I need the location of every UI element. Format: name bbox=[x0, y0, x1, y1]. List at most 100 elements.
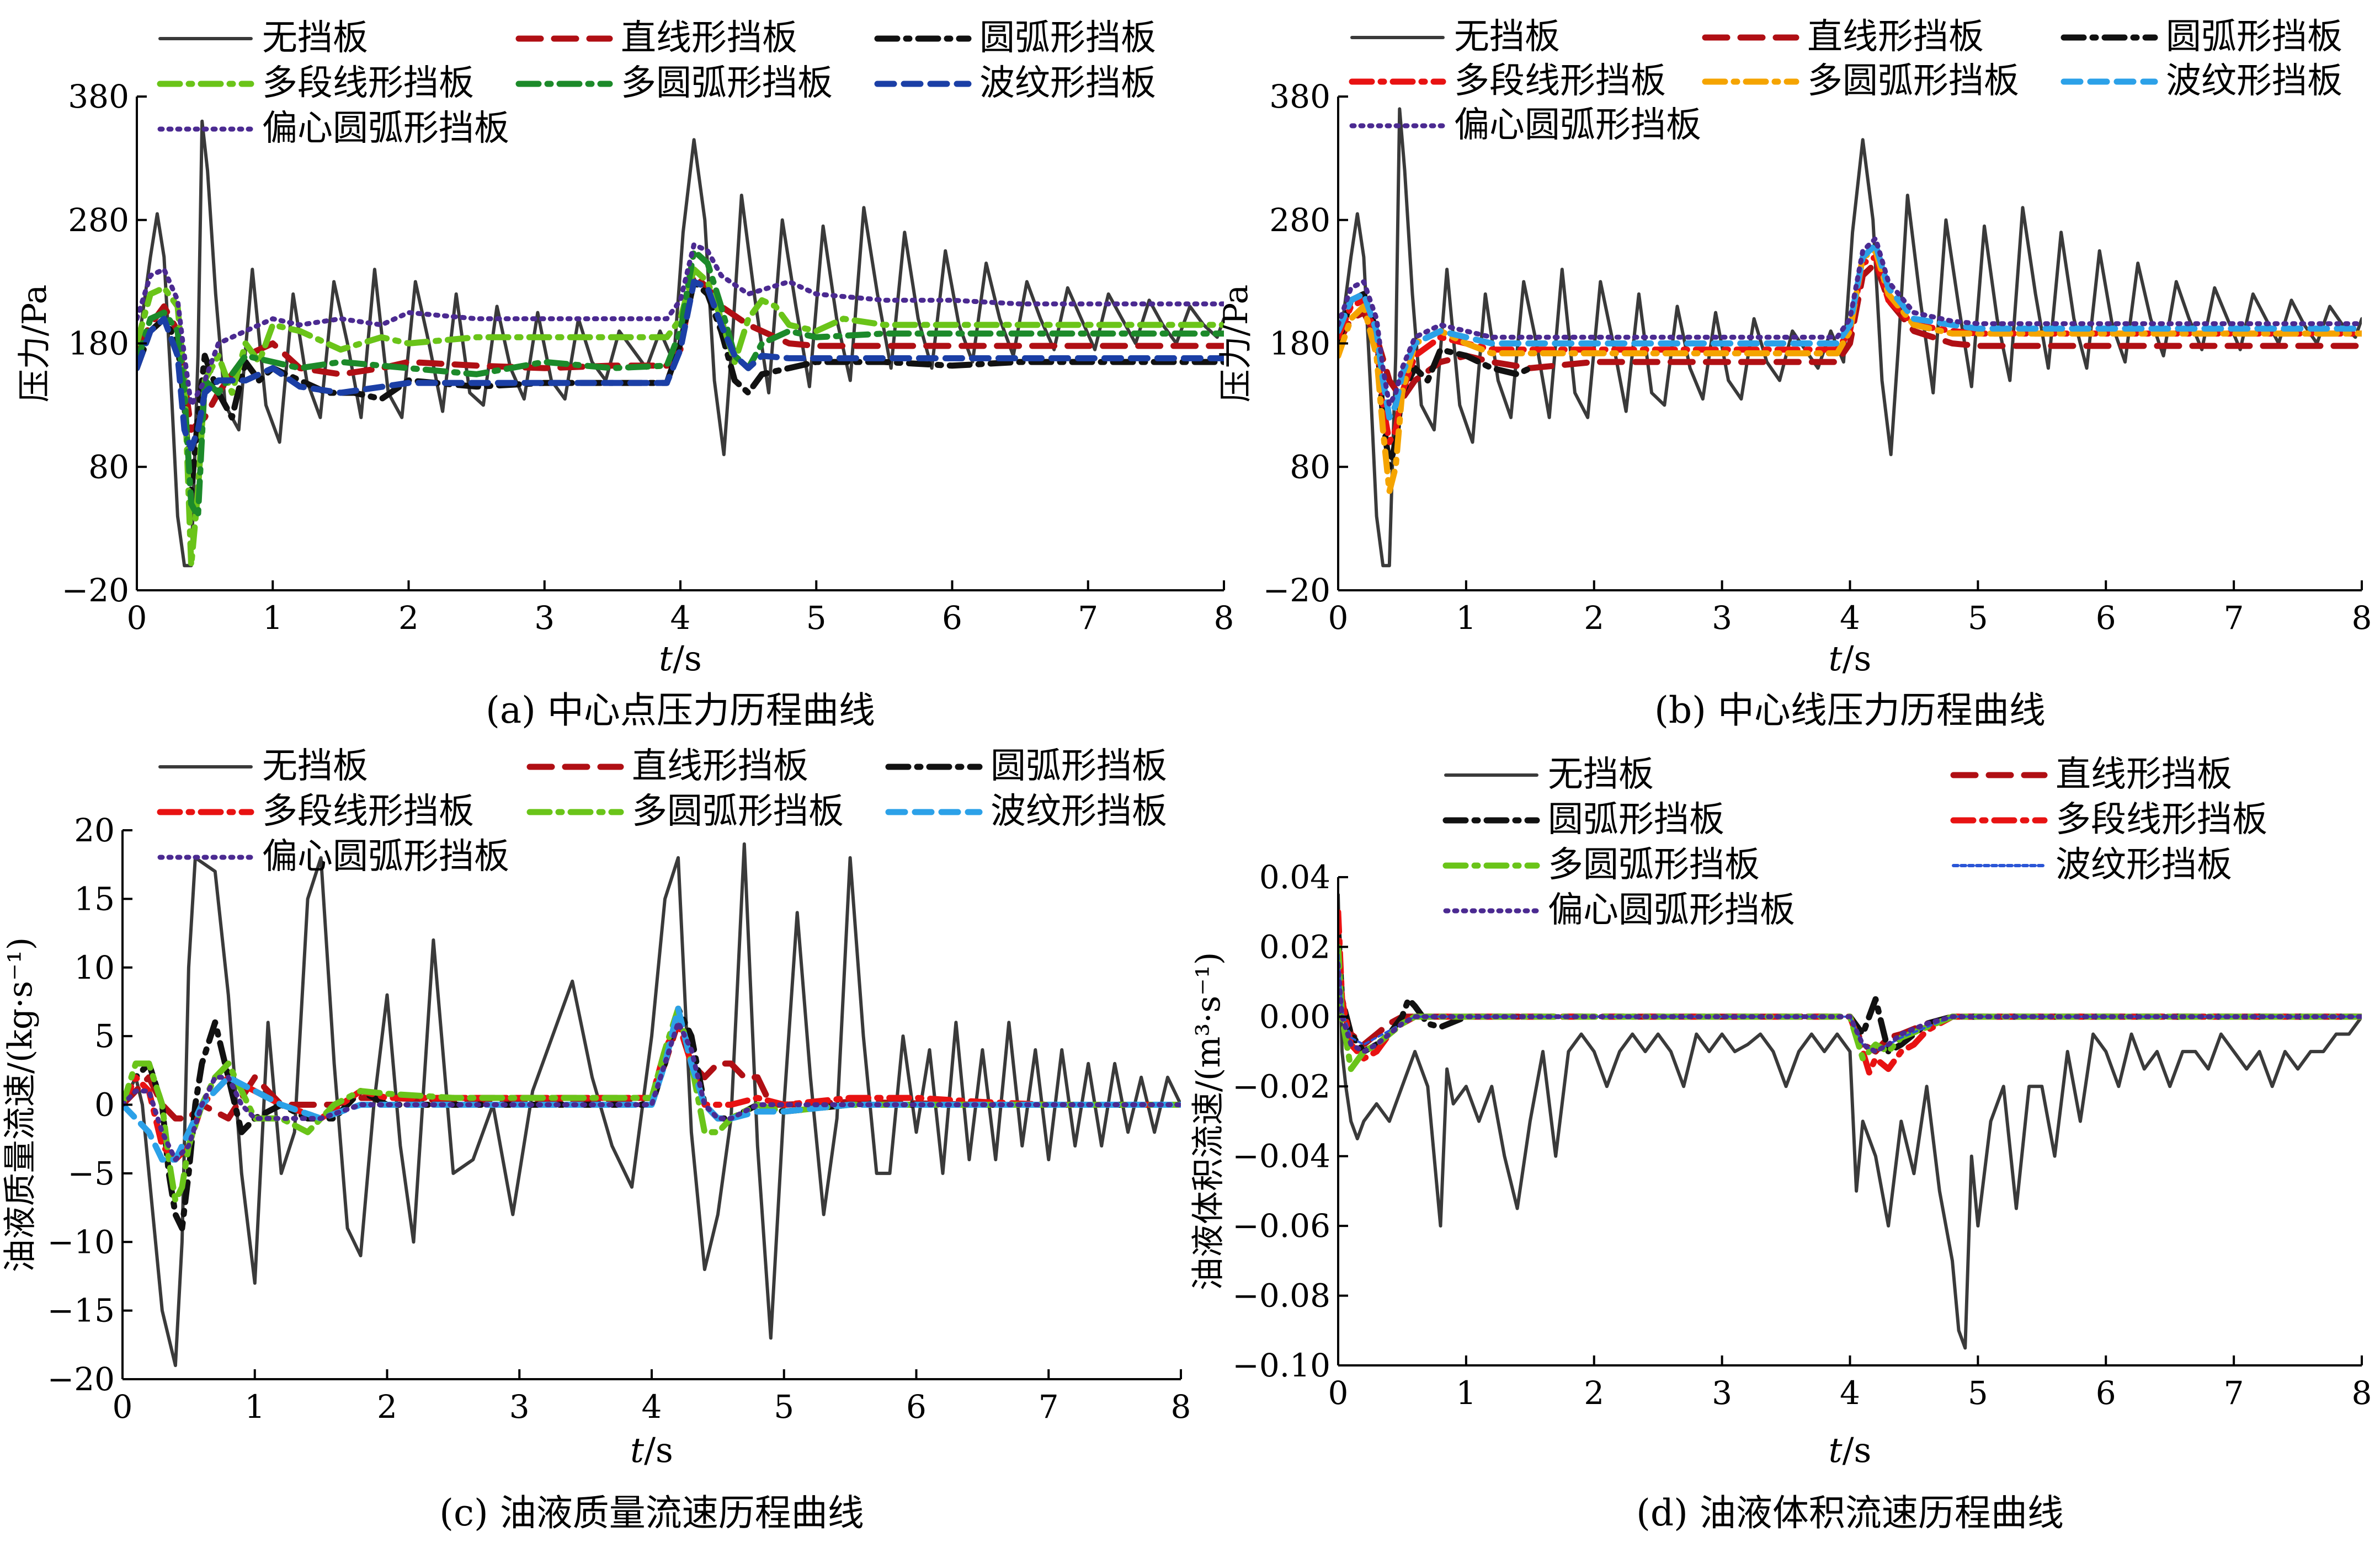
series-group bbox=[1338, 893, 2362, 1350]
x-tick-label: 2 bbox=[377, 1388, 397, 1426]
y-axis-label: 压力/Pa bbox=[1217, 285, 1255, 403]
x-tick-label: 4 bbox=[642, 1388, 662, 1426]
x-tick-label: 8 bbox=[1171, 1388, 1191, 1426]
y-tick-label: 80 bbox=[88, 448, 129, 485]
y-axis-label: 油液体积流速/(m³·s⁻¹) bbox=[1189, 952, 1228, 1291]
x-axis-label-var: t bbox=[659, 638, 673, 679]
chart-panel-c: 0 1 2 3 4 5 6 7 8 −20 −15 −10 −5 0 5 10 15 20 t/s 油液质量流速/(k… bbox=[1, 746, 1191, 1534]
y-tick-label: 0.02 bbox=[1259, 928, 1330, 965]
legend-label: 波纹形挡板 bbox=[991, 791, 1167, 832]
x-tick-label: 5 bbox=[1968, 1374, 1988, 1412]
x-tick-label: 5 bbox=[1968, 599, 1988, 637]
legend-label: 波纹形挡板 bbox=[2166, 61, 2342, 102]
series-line-d-6 bbox=[1338, 962, 2362, 1054]
x-tick-label: 2 bbox=[1584, 1374, 1604, 1412]
x-tick-label: 0 bbox=[113, 1388, 133, 1426]
series-line-a-5 bbox=[137, 279, 1224, 452]
x-tick-label: 8 bbox=[2352, 599, 2372, 637]
legend-label: 波纹形挡板 bbox=[979, 63, 1156, 104]
chart-panel-a: 0 1 2 3 4 5 6 7 8 −20 80 180 280 380 t/s 压力/Pa (a) 中心点压力… bbox=[15, 18, 1234, 732]
y-tick-label: 380 bbox=[1269, 78, 1330, 115]
panel-caption: (a) 中心点压力历程曲线 bbox=[486, 689, 875, 732]
legend-label: 无挡板 bbox=[262, 746, 368, 787]
y-tick-label: 0.00 bbox=[1259, 998, 1330, 1035]
x-tick-label: 0 bbox=[1328, 1374, 1349, 1412]
legend-label: 圆弧形挡板 bbox=[979, 18, 1156, 58]
legend-label: 偏心圆弧形挡板 bbox=[262, 836, 509, 877]
series-line-c-6 bbox=[123, 1019, 1181, 1162]
y-tick-label: 280 bbox=[1269, 201, 1330, 239]
x-axis-label-unit: /s bbox=[1843, 638, 1872, 679]
y-axis-label: 油液质量流速/(kg·s⁻¹) bbox=[1, 937, 40, 1272]
series-group bbox=[123, 842, 1181, 1368]
panel-caption: (c) 油液质量流速历程曲线 bbox=[439, 1492, 864, 1534]
x-tick-label: 1 bbox=[1456, 1374, 1476, 1412]
y-tick-label: 80 bbox=[1290, 448, 1330, 485]
legend-label: 圆弧形挡板 bbox=[1548, 799, 1724, 840]
legend-label: 圆弧形挡板 bbox=[2166, 17, 2342, 57]
y-tick-label: 20 bbox=[74, 812, 115, 849]
y-tick-label: 15 bbox=[74, 880, 115, 917]
x-tick-label: 6 bbox=[2096, 1374, 2116, 1412]
series-line-d-1 bbox=[1338, 943, 2362, 1055]
x-tick-label: 2 bbox=[398, 599, 419, 637]
x-tick-label: 5 bbox=[774, 1388, 794, 1426]
x-axis-label: t/s bbox=[1829, 1430, 1872, 1470]
y-tick-label: −20 bbox=[62, 572, 129, 609]
series-line-a-2 bbox=[137, 279, 1224, 495]
series-group bbox=[1338, 107, 2362, 568]
series-line-d-2 bbox=[1338, 926, 2362, 1055]
x-tick-label: 6 bbox=[942, 599, 962, 637]
x-axis-label: t/s bbox=[1829, 638, 1872, 679]
y-tick-label: 180 bbox=[68, 325, 129, 362]
x-tick-label: 7 bbox=[1039, 1388, 1059, 1426]
series-line-a-1 bbox=[137, 272, 1224, 433]
series-line-c-0 bbox=[123, 842, 1181, 1368]
y-tick-label: 380 bbox=[68, 78, 129, 115]
legend-label: 无挡板 bbox=[1548, 754, 1654, 795]
legend-label: 直线形挡板 bbox=[632, 746, 808, 787]
x-axis-label-unit: /s bbox=[1843, 1430, 1872, 1470]
legend-label: 多圆弧形挡板 bbox=[1807, 61, 2019, 102]
chart-panel-b: 0 1 2 3 4 5 6 7 8 −20 80 180 280 380 t/s 压力/Pa (b) 中心线压力… bbox=[1217, 17, 2372, 732]
y-tick-label: 0.04 bbox=[1259, 858, 1330, 896]
legend-label: 多段线形挡板 bbox=[1454, 61, 1666, 102]
x-tick-label: 4 bbox=[1840, 1374, 1860, 1412]
panel-caption: (b) 中心线压力历程曲线 bbox=[1654, 689, 2046, 732]
y-tick-label: −10 bbox=[47, 1223, 115, 1261]
series-line-b-4 bbox=[1338, 248, 2362, 495]
legend-label: 多段线形挡板 bbox=[2056, 799, 2267, 840]
x-tick-label: 3 bbox=[509, 1388, 530, 1426]
y-tick-label: 0 bbox=[94, 1086, 115, 1124]
x-tick-label: 6 bbox=[2096, 599, 2116, 637]
x-axis-label-var: t bbox=[1829, 1430, 1843, 1470]
y-tick-label: −20 bbox=[1263, 572, 1330, 609]
legend-label: 圆弧形挡板 bbox=[991, 746, 1167, 787]
legend-label: 多圆弧形挡板 bbox=[1548, 845, 1760, 885]
legend-label: 直线形挡板 bbox=[2056, 754, 2232, 795]
x-tick-label: 2 bbox=[1584, 599, 1604, 637]
legend-label: 偏心圆弧形挡板 bbox=[262, 108, 509, 149]
series-line-d-3 bbox=[1338, 909, 2362, 1076]
x-tick-label: 6 bbox=[906, 1388, 927, 1426]
legend-label: 波纹形挡板 bbox=[2056, 845, 2232, 885]
x-tick-label: 4 bbox=[1840, 599, 1860, 637]
x-tick-label: 1 bbox=[263, 599, 283, 637]
x-tick-label: 3 bbox=[534, 599, 555, 637]
series-line-a-6 bbox=[137, 242, 1224, 408]
series-line-b-0 bbox=[1338, 107, 2362, 568]
legend-label: 多圆弧形挡板 bbox=[632, 791, 844, 832]
legend-label: 无挡板 bbox=[1454, 17, 1560, 57]
x-tick-label: 8 bbox=[1214, 599, 1234, 637]
y-tick-label: −15 bbox=[47, 1292, 115, 1330]
x-tick-label: 5 bbox=[806, 599, 827, 637]
x-axis-label: t/s bbox=[630, 1430, 673, 1470]
x-tick-label: 8 bbox=[2352, 1374, 2372, 1412]
series-line-d-5 bbox=[1338, 946, 2362, 1053]
y-tick-label: −0.10 bbox=[1232, 1347, 1330, 1384]
x-tick-label: 0 bbox=[1328, 599, 1349, 637]
